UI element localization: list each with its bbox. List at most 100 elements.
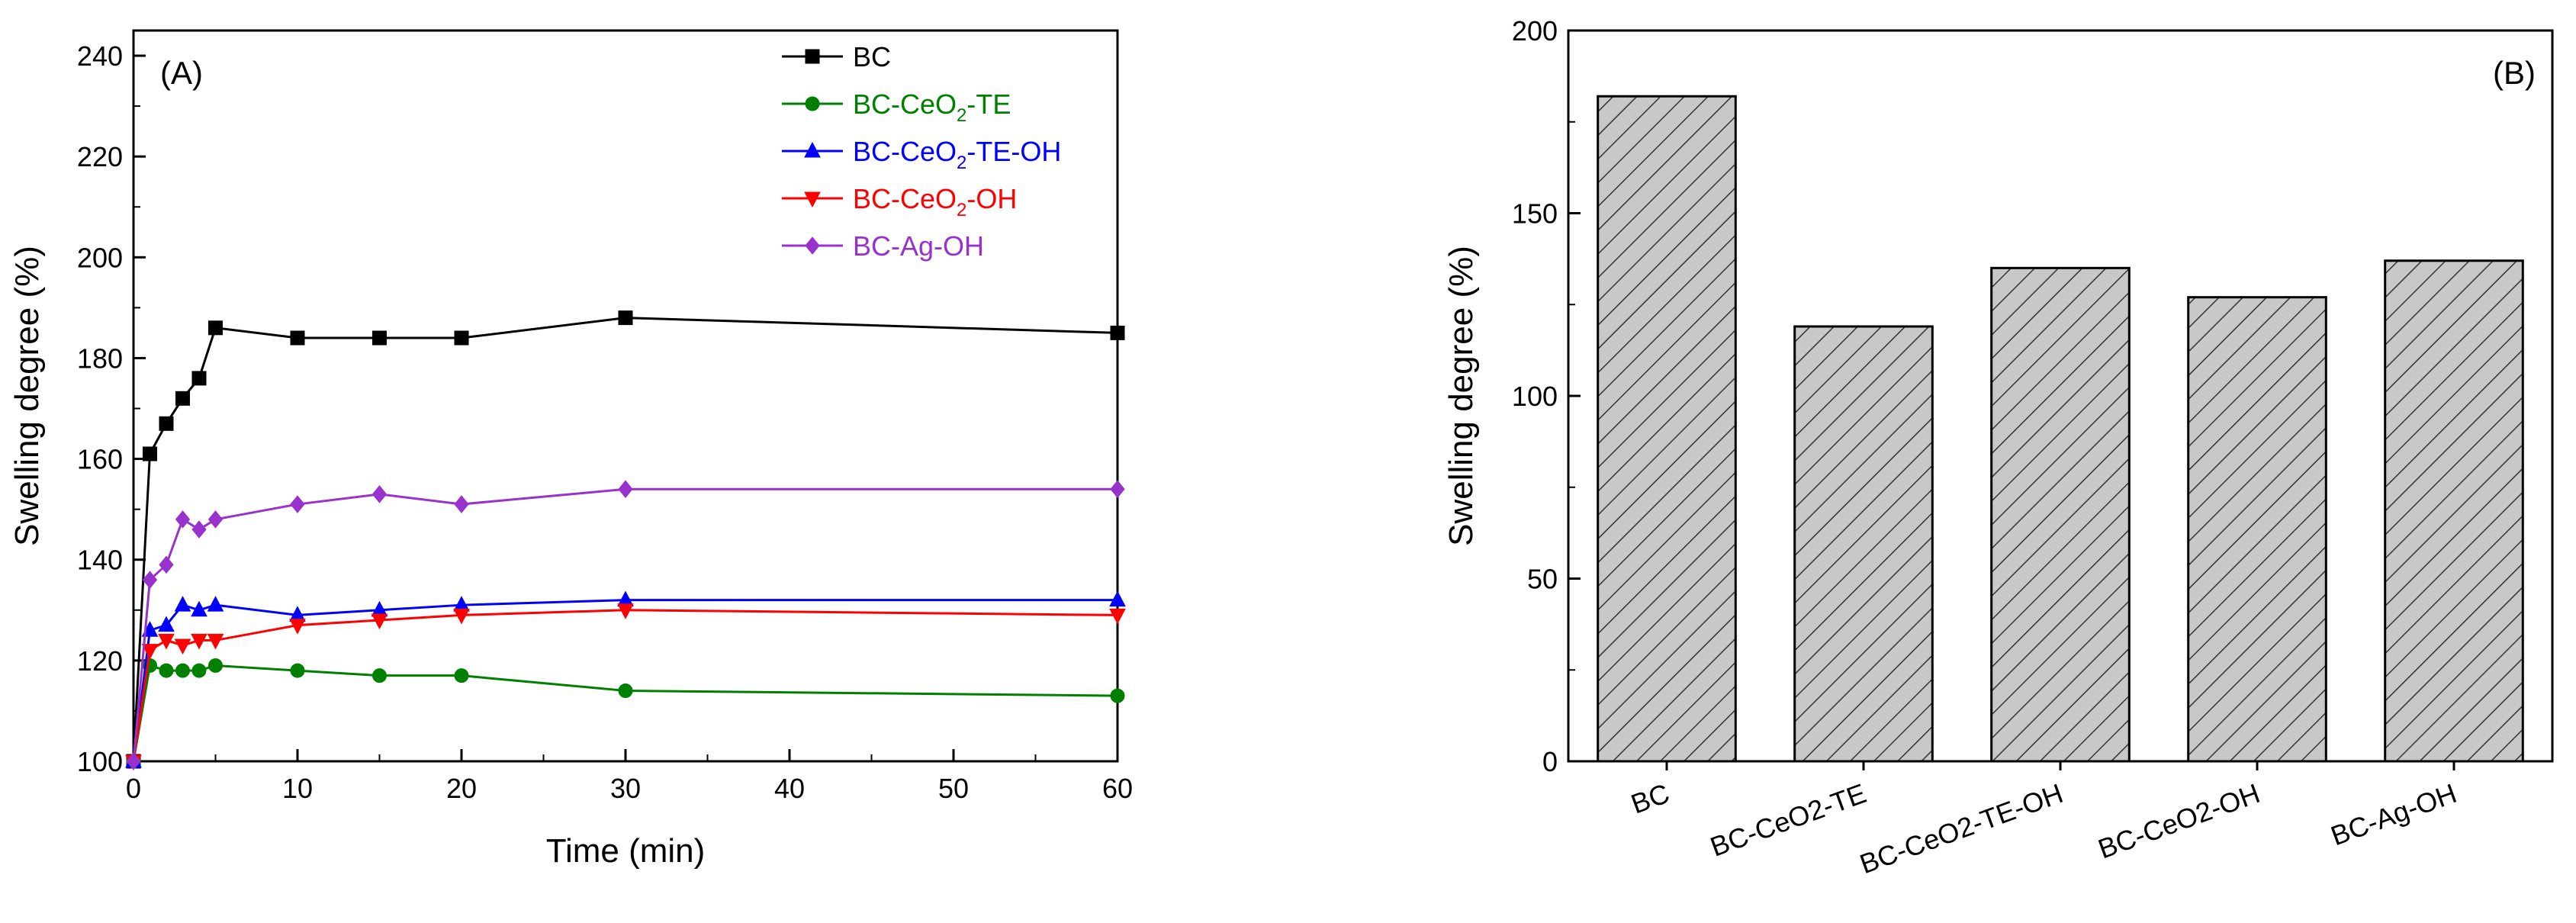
data-point [191,633,207,650]
data-point [191,520,207,539]
data-point [143,446,157,461]
y-tick-label-b: 150 [1512,198,1558,230]
x-tick-label-b: BC-CeO2-TE [1706,777,1870,863]
legend-label-sub: 2 [957,105,966,126]
y-tick-label-b: 0 [1542,746,1558,777]
x-tick-label-b: BC-Ag-OH [2327,777,2461,851]
data-point [290,330,305,346]
legend-label: BC-Ag-OH [853,230,984,262]
legend-item: BC-Ag-OH [782,230,984,262]
data-point [289,619,306,635]
series-line [132,664,1118,762]
legend-label-tail: -TE-OH [966,136,1061,167]
data-point [174,596,191,612]
x-tick-label-a: 10 [282,773,313,804]
y-tick-label-a: 220 [77,141,123,172]
series-BC [126,310,1125,769]
data-point [175,663,190,678]
legend-label-base: BC-CeO [853,183,957,214]
data-point [618,683,633,699]
y-tick-label-a: 160 [77,444,123,475]
bar-BC-Ag-OH [2384,259,2524,763]
y-axis-label-a: Swelling degree (%) [8,246,46,546]
y-tick-label-a: 180 [77,343,123,374]
x-ticks-a: 0 10 20 30 40 50 60 [126,749,1133,804]
data-point [126,752,141,770]
legend-label: BC-CeO2-TE [853,88,1011,126]
series-line [132,487,1118,762]
legend-item: BC-CeO2-OH [782,183,1017,220]
legend-label: BC-CeO2-TE-OH [853,136,1061,173]
y-tick-label-b: 200 [1512,15,1558,47]
legend-item: BC [782,41,891,72]
y-tick-label-b: 50 [1527,564,1558,595]
series-BC-Ag-OH [126,480,1125,770]
y-ticks-a: 100 120 140 160 180 200 220 240 [77,40,146,777]
y-tick-label-a: 120 [77,645,123,677]
y-tick-label-a: 200 [77,242,123,273]
data-point [1110,688,1125,703]
data-point [142,571,158,589]
data-point [454,668,469,683]
legend-item: BC-CeO2-TE [782,88,1011,126]
data-point [191,600,207,617]
y-tick-label-a: 100 [77,746,123,777]
y-tick-label-b: 100 [1512,381,1558,412]
data-point [175,391,190,406]
data-point [174,638,191,655]
bar-BC [1597,95,1737,763]
x-tick-label-a: 20 [446,773,477,804]
data-point [1110,325,1125,340]
data-point [1109,590,1126,607]
legend-label-sub: 2 [957,153,966,173]
y-ticks-b: 0 50 100 150 200 [1512,15,1581,777]
data-point [453,608,470,625]
x-tick-label-b: BC-CeO2-OH [2094,777,2264,864]
bars-group-b [1597,95,2524,763]
data-point [618,310,633,326]
x-tick-label-b: BC-CeO2-TE-OH [1856,777,2067,880]
legend-label-sub: 2 [957,200,966,220]
bar-BC-CeO2-TE-OH [1990,266,2131,763]
legend-label-base: BC-CeO [853,136,957,167]
data-point [141,644,159,660]
series-line [132,599,1118,762]
bar-BC-CeO2-TE [1793,325,1934,763]
x-tick-label-b: BC [1627,777,1674,820]
data-point [207,596,224,612]
x-tick-label-a: 30 [610,773,641,804]
legend-label-base: BC [853,41,891,72]
x-tick-label-a: 0 [126,773,141,804]
data-point [290,663,305,678]
data-point [290,495,305,513]
data-point [454,330,469,346]
legend-marker [804,141,821,158]
legend-a: BCBC-CeO2-TEBC-CeO2-TE-OHBC-CeO2-OHBC-Ag… [782,41,1061,262]
legend-marker [805,96,820,111]
data-point [158,616,175,632]
series-BC-CeO2-TE-OH [125,590,1126,768]
data-point [372,668,387,683]
legend-label-tail: -OH [966,183,1017,214]
data-point [1110,480,1125,499]
data-point [159,663,174,678]
legend-item: BC-CeO2-TE-OH [782,136,1061,173]
legend-marker [805,49,820,64]
y-axis-label-b: Swelling degree (%) [1442,246,1480,546]
legend-marker [804,191,821,208]
data-point [159,555,174,574]
data-point [618,480,633,499]
legend-label: BC-CeO2-OH [853,183,1017,220]
data-point [191,371,207,386]
bar-BC-CeO2-OH [2187,296,2327,763]
data-point [1109,608,1126,625]
data-point [175,510,191,529]
x-tick-label-a: 60 [1102,773,1133,804]
data-point [158,633,175,650]
y-tick-label-a: 140 [77,545,123,576]
data-point [454,495,469,513]
x-axis-label-a: Time (min) [546,832,706,870]
legend-label-base: BC-Ag-OH [853,230,984,262]
